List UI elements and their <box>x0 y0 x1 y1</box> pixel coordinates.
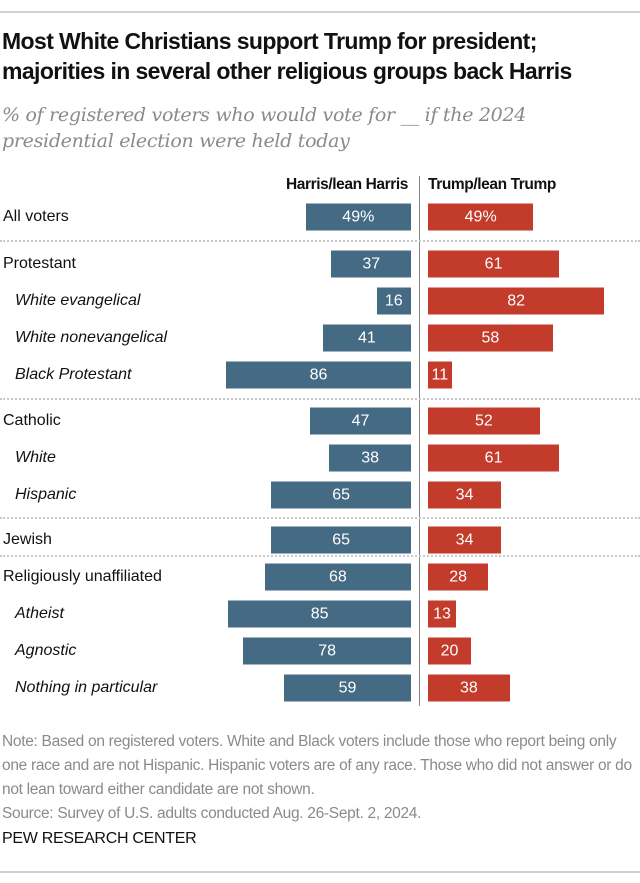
note-text: Note: Based on registered voters. White … <box>2 733 632 798</box>
harris-bar: 65 <box>271 481 411 509</box>
trump-column-header: Trump/lean Trump <box>428 176 556 193</box>
source-text: Source: Survey of U.S. adults conducted … <box>2 805 422 822</box>
category-label: White <box>15 449 56 466</box>
trump-bar: 38 <box>428 674 510 702</box>
top-rule <box>0 11 640 13</box>
harris-bar: 16 <box>376 287 411 315</box>
category-label: Jewish <box>3 531 52 548</box>
category-label: All voters <box>3 208 69 225</box>
trump-bar: 13 <box>428 600 456 628</box>
harris-bar: 47 <box>309 407 411 435</box>
trump-bar: 34 <box>428 526 502 554</box>
category-label: White evangelical <box>15 292 141 309</box>
trump-bar: 82 <box>428 287 605 315</box>
trump-bar: 28 <box>428 563 489 591</box>
trump-bar: 58 <box>428 324 553 352</box>
group-separator <box>0 240 640 242</box>
group-separator <box>0 555 640 557</box>
category-label: Religiously unaffiliated <box>3 568 162 585</box>
harris-bar: 86 <box>226 361 411 389</box>
category-label: Atheist <box>15 605 64 622</box>
category-label: Nothing in particular <box>15 679 158 696</box>
harris-bar: 78 <box>243 637 411 665</box>
group-separator <box>0 398 640 400</box>
harris-bar: 37 <box>331 250 411 278</box>
category-label: Agnostic <box>15 642 77 659</box>
category-label: White nonevangelical <box>15 329 168 346</box>
category-label: Catholic <box>3 412 61 429</box>
trump-bar: 20 <box>428 637 471 665</box>
trump-bar: 34 <box>428 481 502 509</box>
category-label: Black Protestant <box>15 366 132 383</box>
harris-bar: 38 <box>329 444 411 472</box>
trump-bar: 11 <box>428 361 452 389</box>
trump-bar: 52 <box>428 407 540 435</box>
harris-bar: 41 <box>322 324 411 352</box>
trump-bar: 61 <box>428 250 560 278</box>
category-label: Protestant <box>3 255 76 272</box>
chart-subtitle: % of registered voters who would vote fo… <box>2 104 527 152</box>
harris-bar: 68 <box>264 563 411 591</box>
harris-bar: 65 <box>271 526 411 554</box>
harris-bar: 49% <box>305 203 411 231</box>
harris-column-header: Harris/lean Harris <box>285 176 408 193</box>
chart-title: Most White Christians support Trump for … <box>2 28 572 84</box>
harris-bar: 85 <box>228 600 411 628</box>
notes: Note: Based on registered voters. White … <box>2 730 640 826</box>
trump-bar: 49% <box>428 203 534 231</box>
category-label: Hispanic <box>15 486 77 503</box>
brand-logo: PEW RESEARCH CENTER <box>2 830 197 847</box>
center-axis <box>419 176 420 706</box>
trump-bar: 61 <box>428 444 560 472</box>
bottom-rule <box>0 871 640 873</box>
group-separator <box>0 517 640 519</box>
harris-bar: 59 <box>284 674 411 702</box>
